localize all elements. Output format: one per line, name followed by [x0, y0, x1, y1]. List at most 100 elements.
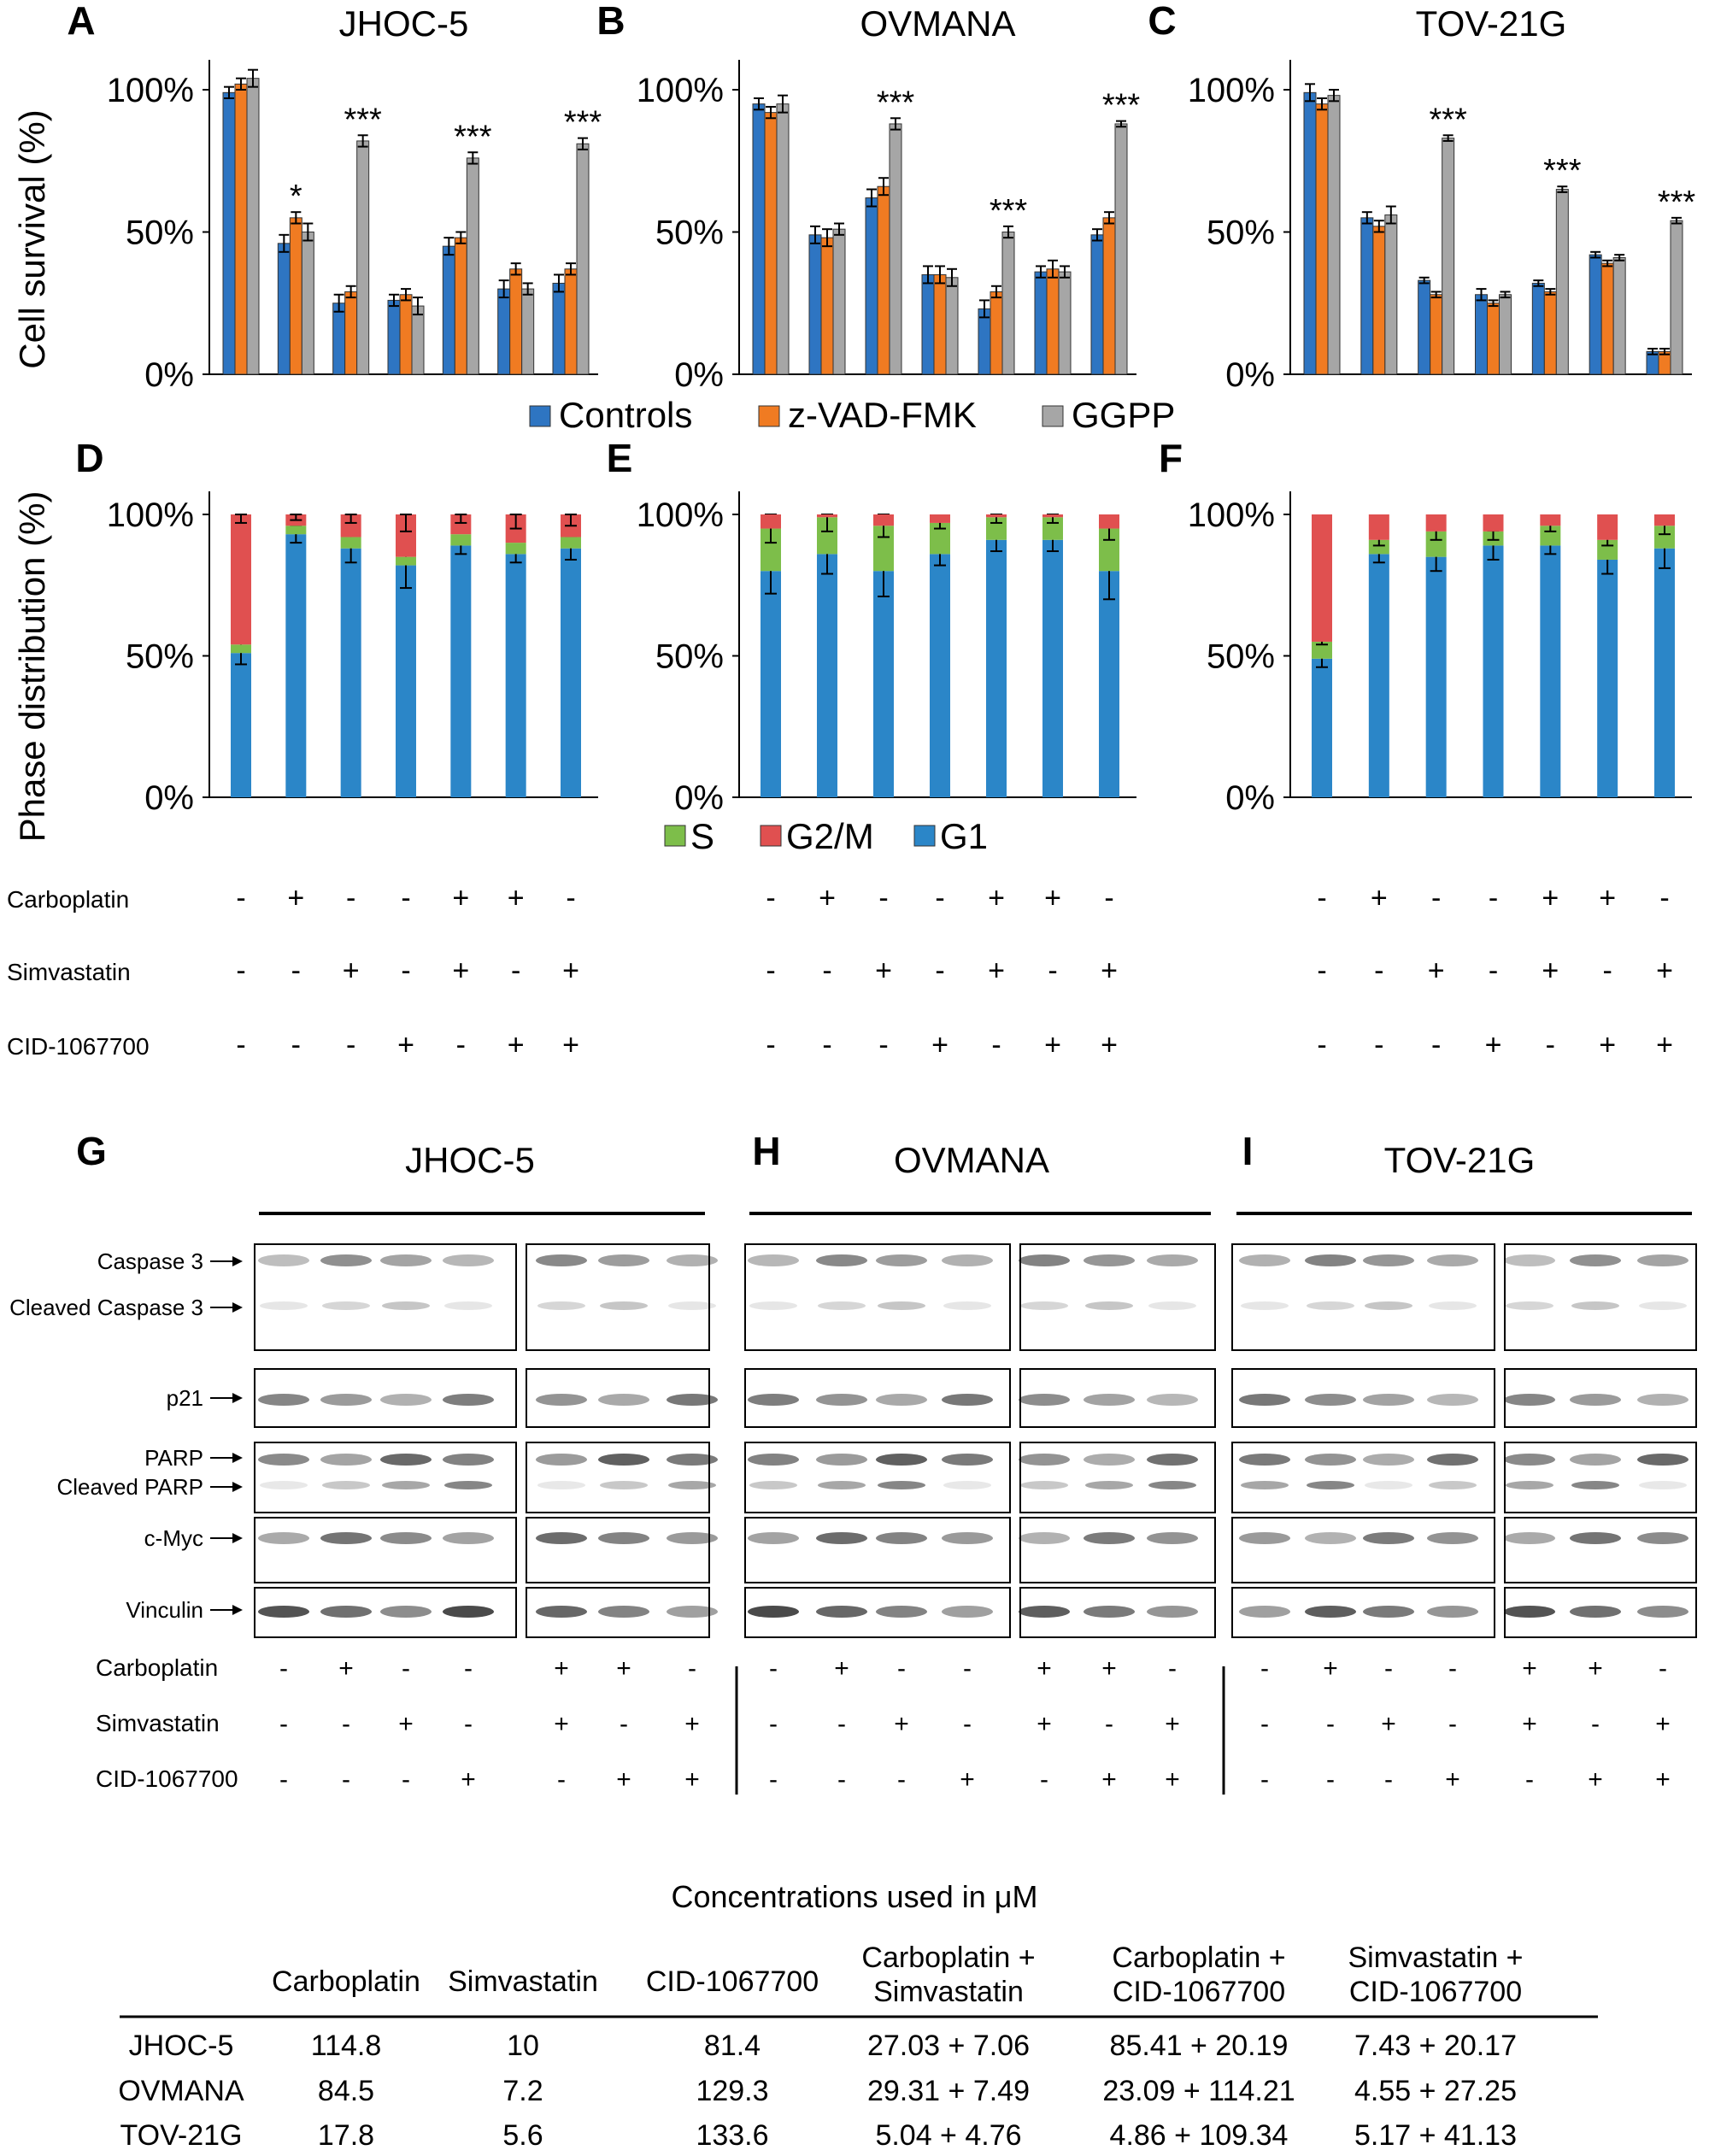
treatment-sign: +: [819, 882, 836, 914]
survival-panel-c-bar-controls-6: [1589, 254, 1602, 375]
phase-panel-d-bar-s-7: [561, 537, 581, 549]
survival-panel-a-bar-ggpp-4: [411, 305, 425, 375]
blot-membrane-1-1: [1019, 1368, 1216, 1428]
phase-panel-f-letter: F: [1159, 436, 1183, 480]
blot-membrane-3-1: [526, 1517, 710, 1583]
blot-band-cleaved-caspase: [878, 1301, 925, 1310]
table-cell: 5.17 + 41.13: [1354, 2119, 1517, 2152]
blot-treatment-label-simvastatin: Simvastatin: [96, 1710, 220, 1736]
phase-panel-d-bar-g1-3: [340, 548, 361, 797]
blot-treatment-sign: -: [769, 1654, 778, 1683]
phase-panel-e-bar-g1-4: [930, 554, 950, 797]
survival-panel-b-bar-ggpp-2: [832, 228, 846, 375]
treatment-sign: +: [562, 955, 579, 987]
blot-treatment-sign: -: [464, 1654, 473, 1683]
survival-panel-b-y-tick-label: 100%: [637, 72, 724, 109]
blot-band: [380, 1394, 432, 1406]
blot-band: [536, 1454, 587, 1466]
blot-band: [320, 1254, 372, 1266]
blot-treatment-sign: -: [1591, 1710, 1600, 1738]
table-cell: 7.43 + 20.17: [1354, 2030, 1517, 2062]
blot-band: [1019, 1606, 1070, 1618]
phase-panel-e-y-tick-label: 50%: [655, 638, 724, 676]
table-row-label: JHOC-5: [129, 2030, 234, 2062]
blot-treatment-sign: -: [557, 1765, 566, 1794]
survival-panel-a-significance: ***: [344, 102, 382, 138]
treatment-sign: -: [291, 955, 301, 987]
survival-panel-b-y-tick-label: 0%: [674, 356, 724, 394]
blot-band-cleaved-parp: [382, 1481, 430, 1489]
survival-panel-a-bar-ggpp-3: [356, 140, 370, 375]
blot-band: [816, 1394, 867, 1406]
blot-band: [380, 1254, 432, 1266]
table-cell: 85.41 + 20.19: [1110, 2030, 1289, 2062]
phase-panel-e-bar-g1-6: [1042, 539, 1063, 797]
phase-panel-d-bar-g1-4: [396, 565, 416, 797]
survival-panel-c-bar-z-vad-fmk-1: [1315, 103, 1329, 375]
blot-band: [1570, 1254, 1621, 1266]
phase-panel-e-bar-g2m-7: [1099, 514, 1119, 529]
treatment-sign: +: [988, 955, 1005, 987]
blot-membrane-3-1: [1019, 1517, 1216, 1583]
survival-panel-a-bar-z-vad-fmk-2: [289, 217, 302, 375]
survival-panel-c-bar-controls-2: [1360, 217, 1374, 375]
survival-panel-a-bar-ggpp-6: [521, 288, 535, 375]
blot-band: [1504, 1454, 1555, 1466]
blot-treatment-sign: -: [1448, 1654, 1457, 1683]
blot-treatment-sign: -: [897, 1765, 906, 1794]
blot-treatment-sign: -: [1105, 1710, 1113, 1738]
blot-treatment-sign: +: [1323, 1654, 1338, 1683]
blot-label-c-myc: c-Myc: [144, 1525, 203, 1551]
phase-panel-d-bar-s-6: [505, 543, 526, 555]
treatment-sign: -: [1317, 955, 1326, 987]
survival-panel-a-y-tick-label: 0%: [144, 356, 194, 394]
treatment-sign: -: [1104, 882, 1113, 914]
treatment-sign: -: [878, 882, 888, 914]
blot-treatment-sign: +: [1037, 1710, 1052, 1738]
blot-label-arrowhead: [232, 1605, 243, 1615]
table-row-label: TOV-21G: [120, 2119, 243, 2152]
treatment-label-carboplatin: Carboplatin: [7, 886, 129, 913]
phase-legend-label-s: S: [690, 816, 714, 856]
blot-membrane-2-1: [526, 1442, 710, 1513]
treatment-label-cid-1067700: CID-1067700: [7, 1033, 150, 1060]
blot-band: [1239, 1454, 1290, 1466]
blot-band: [1147, 1454, 1198, 1466]
blot-band: [667, 1532, 718, 1544]
treatment-sign: -: [236, 955, 245, 987]
survival-panel-c-significance: ***: [1658, 185, 1696, 220]
treatment-sign: -: [346, 882, 355, 914]
survival-panel-a-bar-ggpp-1: [246, 78, 260, 375]
blot-band: [816, 1606, 867, 1618]
phase-panel-f-bar-g1-7: [1654, 548, 1675, 797]
survival-panel-c-bar-controls-1: [1303, 91, 1317, 375]
blot-membrane-3-0: [1231, 1517, 1495, 1583]
table-column-header: CID-1067700: [1113, 1976, 1285, 2008]
blot-membrane-2-0: [1231, 1442, 1495, 1513]
phase-legend-swatch-s: [664, 825, 686, 847]
blot-band: [876, 1532, 927, 1544]
blot-band-cleaved-caspase: [1365, 1301, 1412, 1310]
survival-panel-b-bar-z-vad-fmk-6: [1046, 268, 1060, 375]
survival-panel-a-bar-controls-1: [222, 91, 236, 375]
phase-panel-d-bar-g1-1: [231, 653, 251, 797]
blot-band: [1363, 1254, 1414, 1266]
treatment-sign: +: [508, 1029, 525, 1061]
blot-band-cleaved-caspase: [1241, 1301, 1289, 1310]
blot-band-cleaved-parp: [878, 1481, 925, 1489]
blot-band-cleaved-parp: [749, 1481, 797, 1489]
treatment-sign: -: [822, 1029, 831, 1061]
survival-panel-b-bar-z-vad-fmk-7: [1102, 217, 1116, 375]
survival-panel-a-significance: ***: [564, 105, 602, 141]
table-cell: 114.8: [311, 2030, 382, 2062]
treatment-sign: +: [1656, 1029, 1673, 1061]
blot-label-arrowhead: [232, 1302, 243, 1313]
blot-band-cleaved-caspase: [818, 1301, 866, 1310]
blot-band: [1637, 1606, 1688, 1618]
survival-panel-c-bar-ggpp-5: [1555, 189, 1569, 375]
survival-panel-b-letter: B: [596, 0, 625, 43]
blot-treatment-sign: -: [1326, 1765, 1335, 1794]
blot-band: [876, 1394, 927, 1406]
blot-band: [816, 1254, 867, 1266]
survival-panel-b-bar-z-vad-fmk-5: [990, 291, 1003, 375]
